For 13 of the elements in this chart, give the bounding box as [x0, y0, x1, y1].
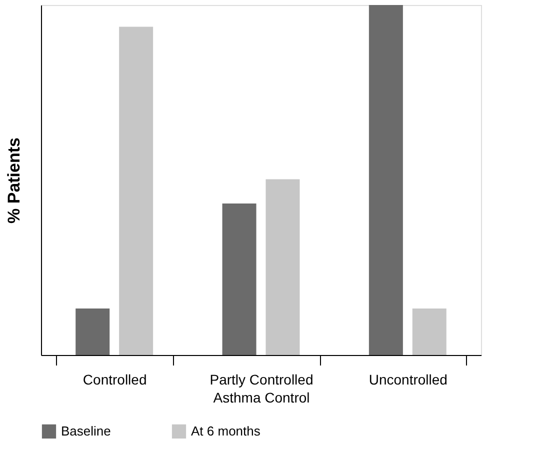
legend-label: Baseline: [61, 423, 111, 438]
y-axis-title: % Patients: [4, 138, 24, 224]
x-tick-label: Uncontrolled: [368, 372, 448, 388]
x-tick-label: Controlled: [82, 372, 147, 388]
bar: [266, 179, 300, 355]
bar: [76, 308, 110, 355]
x-axis-title: Asthma Control: [213, 390, 310, 406]
bar: [368, 5, 403, 355]
bar: [119, 26, 154, 355]
bar: [412, 308, 446, 355]
bar: [222, 203, 256, 355]
x-tick-label: Partly Controlled: [210, 372, 314, 388]
legend-label: At 6 months: [191, 423, 261, 438]
